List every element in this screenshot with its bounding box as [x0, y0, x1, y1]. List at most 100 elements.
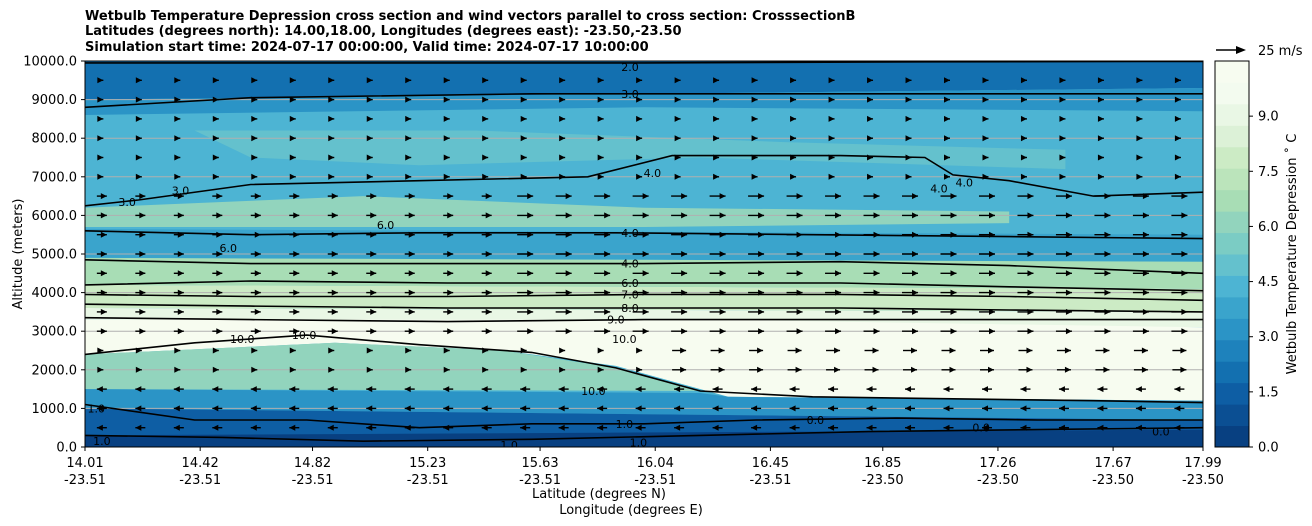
- wind-arrow: [905, 386, 916, 393]
- wind-arrow: [250, 270, 261, 277]
- x-tick-latitude: 14.42: [182, 456, 219, 471]
- x-tick-longitude: -23.51: [407, 473, 449, 488]
- wind-arrow-head: [135, 424, 142, 431]
- wind-arrow-head: [482, 173, 489, 180]
- wind-arrow: [671, 212, 688, 219]
- wind-arrow: [825, 270, 842, 277]
- wind-arrow: [864, 366, 879, 373]
- wind-arrow-head: [713, 77, 720, 84]
- wind-arrow-head: [867, 135, 874, 142]
- wind-arrow-head: [719, 308, 726, 315]
- wind-arrow-head: [293, 212, 300, 219]
- wind-arrow-head: [834, 366, 841, 373]
- wind-arrow: [751, 154, 758, 161]
- wind-arrow: [289, 115, 296, 122]
- wind-arrow-head: [597, 77, 604, 84]
- wind-arrow-head: [674, 173, 681, 180]
- wind-arrow-head: [520, 366, 527, 373]
- wind-arrow-head: [331, 212, 338, 219]
- wind-arrow: [366, 308, 377, 315]
- wind-arrow-head: [1174, 77, 1181, 84]
- wind-arrow-head: [366, 77, 373, 84]
- wind-arrow-head: [988, 231, 995, 238]
- wind-arrow-head: [873, 270, 880, 277]
- wind-arrow: [366, 386, 377, 393]
- wind-arrow-head: [751, 77, 758, 84]
- wind-arrow-head: [331, 231, 338, 238]
- wind-arrow-head: [835, 231, 842, 238]
- wind-arrow: [174, 77, 181, 84]
- wind-arrow-head: [527, 193, 534, 200]
- wind-arrow: [1095, 347, 1110, 354]
- wind-arrow: [97, 115, 104, 122]
- wind-arrow-head: [366, 154, 373, 161]
- contour-label: 6.0: [377, 219, 395, 232]
- wind-arrow: [978, 270, 995, 277]
- x-tick-latitude: 16.04: [637, 456, 674, 471]
- wind-arrow-head: [251, 77, 258, 84]
- wind-arrow: [825, 212, 842, 219]
- field-band-mid-high: [194, 130, 1066, 170]
- y-tick-label: 0.0: [56, 441, 77, 456]
- wind-arrow: [1017, 270, 1034, 277]
- wind-arrow: [1020, 424, 1031, 431]
- wind-arrow-head: [443, 366, 450, 373]
- wind-arrow-head: [327, 424, 334, 431]
- wind-arrow: [174, 115, 181, 122]
- wind-arrow-head: [642, 231, 649, 238]
- wind-arrow: [748, 308, 765, 315]
- wind-arrow: [135, 115, 142, 122]
- wind-arrow: [1174, 173, 1181, 180]
- wind-arrow: [709, 328, 726, 335]
- wind-arrow-head: [293, 193, 300, 200]
- wind-arrow-head: [950, 270, 957, 277]
- wind-arrow: [749, 347, 764, 354]
- wind-arrow: [748, 328, 765, 335]
- wind-arrow: [944, 135, 951, 142]
- y-tick-label: 1000.0: [32, 402, 78, 417]
- wind-arrow: [941, 347, 956, 354]
- wind-arrow-head: [328, 96, 335, 103]
- wind-arrow-head: [912, 308, 919, 315]
- x-tick-longitude: -23.51: [64, 473, 106, 488]
- wind-arrow: [672, 366, 687, 373]
- wind-arrow-head: [642, 270, 649, 277]
- wind-arrow-head: [719, 193, 726, 200]
- wind-arrow: [1055, 289, 1072, 296]
- wind-arrow-head: [212, 96, 219, 103]
- wind-arrow: [405, 173, 412, 180]
- wind-arrow-head: [408, 231, 415, 238]
- wind-arrow-head: [443, 77, 450, 84]
- wind-arrow: [289, 173, 296, 180]
- wind-arrow: [787, 366, 802, 373]
- wind-arrow-head: [443, 135, 450, 142]
- wind-arrow: [597, 366, 604, 373]
- wind-arrow: [944, 96, 951, 103]
- wind-arrow: [1174, 424, 1185, 431]
- wind-arrow: [135, 77, 142, 84]
- wind-arrow-head: [835, 270, 842, 277]
- wind-arrow-head: [366, 386, 373, 393]
- wind-arrow-head: [520, 96, 527, 103]
- wind-arrow: [1136, 135, 1143, 142]
- wind-arrow: [135, 231, 146, 238]
- wind-arrow: [520, 115, 527, 122]
- wind-arrow-head: [912, 212, 919, 219]
- wind-arrow-head: [681, 328, 688, 335]
- y-tick-label: 7000.0: [32, 170, 78, 185]
- wind-arrow: [940, 231, 957, 238]
- colorbar-tick-label: 1.5: [1258, 385, 1279, 400]
- wind-arrow-head: [642, 308, 649, 315]
- wind-arrow-head: [366, 366, 373, 373]
- wind-arrow-head: [636, 347, 643, 354]
- wind-arrow: [1059, 135, 1066, 142]
- wind-arrow: [1171, 231, 1188, 238]
- wind-arrow: [481, 270, 492, 277]
- wind-arrow-head: [565, 193, 572, 200]
- wind-arrow-head: [680, 366, 687, 373]
- wind-arrow: [481, 424, 492, 431]
- wind-arrow-head: [405, 115, 412, 122]
- wind-arrow-head: [482, 366, 489, 373]
- wind-arrow-head: [135, 366, 142, 373]
- wind-arrow-head: [866, 386, 873, 393]
